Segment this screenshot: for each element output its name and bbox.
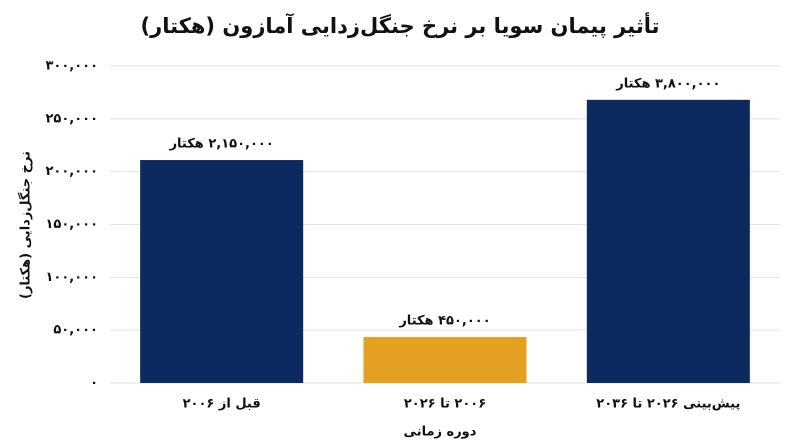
y-tick-label: ۱۵۰,۰۰۰ <box>45 217 98 232</box>
y-tick-label: ۱۰۰,۰۰۰ <box>45 270 98 285</box>
y-tick-label: ۲۵۰,۰۰۰ <box>45 111 98 126</box>
x-tick-label: پیش‌بینی ۲۰۲۶ تا ۲۰۳۶ <box>596 397 740 412</box>
bar <box>363 337 527 383</box>
x-tick-label: قبل از ۲۰۰۶ <box>183 397 261 412</box>
y-tick-label: ۵۰,۰۰۰ <box>53 323 98 338</box>
y-axis-label: نرخ جنگل‌زدایی (هکتار) <box>18 151 34 299</box>
x-axis-label: دوره زمانی <box>404 425 477 440</box>
data-label: ۴۵۰,۰۰۰ هکتار <box>398 314 490 329</box>
y-tick-label: ۲۰۰,۰۰۰ <box>45 164 98 179</box>
data-label: ۲,۱۵۰,۰۰۰ هکتار <box>169 137 274 152</box>
bar <box>140 160 304 383</box>
y-tick-label: ۰ <box>90 376 98 391</box>
x-tick-label: ۲۰۰۶ تا ۲۰۲۶ <box>404 397 486 412</box>
chart-title: تأثیر پیمان سویا بر نرخ جنگل‌زدایی آمازو… <box>141 11 660 38</box>
y-tick-label: ۳۰۰,۰۰۰ <box>45 59 98 74</box>
data-label: ۳,۸۰۰,۰۰۰ هکتار <box>615 76 720 91</box>
bar <box>586 99 750 384</box>
